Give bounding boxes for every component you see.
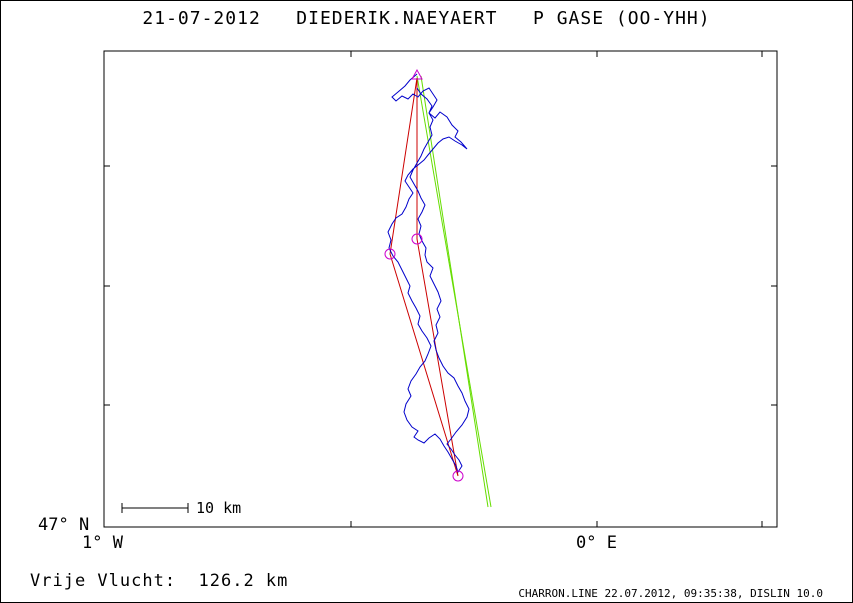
turnpoint-circle [411, 233, 423, 245]
bottom-ticks [350, 521, 763, 527]
left-ticks [104, 165, 110, 406]
page-title: 21-07-2012 DIEDERIK.NAEYAERT P GASE (OO-… [142, 8, 711, 29]
start-icon [411, 68, 423, 80]
distance-label: Vrije Vlucht: 126.2 km [30, 571, 289, 591]
scale-label: 10 km [196, 499, 242, 517]
longitude-label-west: 1° W [82, 533, 123, 553]
alt-route [416, 75, 492, 508]
latitude-label: 47° N [38, 515, 90, 535]
right-ticks [771, 165, 777, 406]
scale-bar [121, 503, 189, 513]
map-frame [103, 50, 778, 528]
gps-track [387, 73, 470, 474]
turnpoint-circle [452, 470, 464, 482]
top-ticks [350, 51, 763, 57]
turnpoint-circle [384, 248, 396, 260]
software-info: CHARRON.LINE 22.07.2012, 09:35:38, DISLI… [518, 587, 823, 600]
longitude-label-east: 0° E [576, 533, 617, 553]
scored-route [389, 77, 459, 477]
